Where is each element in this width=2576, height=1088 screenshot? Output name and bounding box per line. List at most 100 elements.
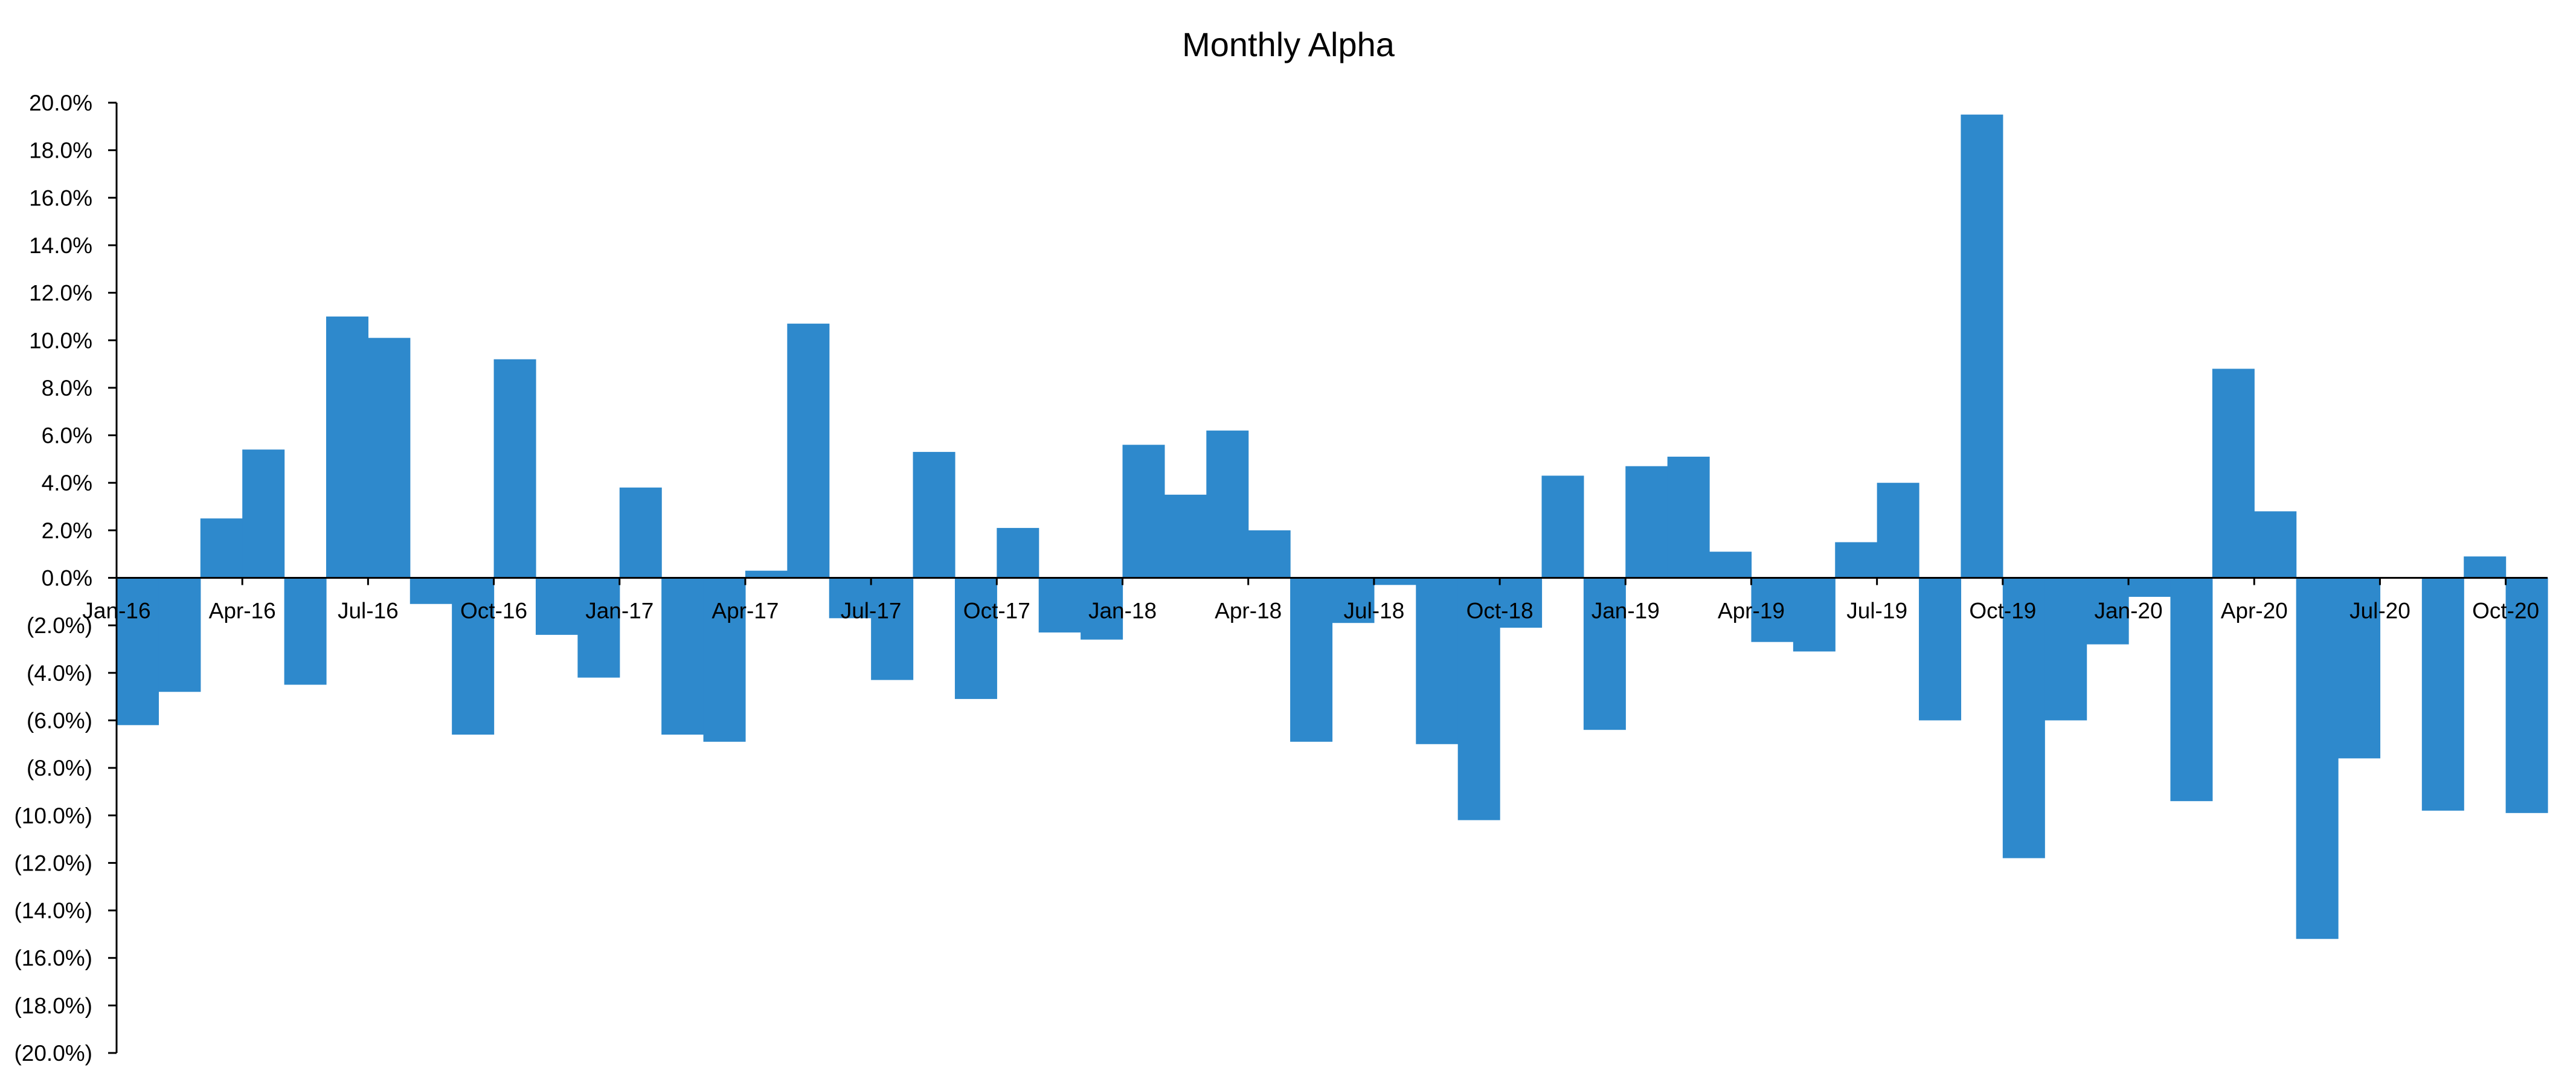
x-tick-label: Oct-16 (460, 599, 527, 623)
bar-dec-19 (2086, 578, 2129, 645)
bar-oct-16 (493, 359, 536, 578)
bar-sep-16 (452, 578, 495, 735)
bar-apr-19 (1751, 578, 1794, 642)
y-tick-label: (4.0%) (27, 661, 92, 686)
x-tick-label: Jan-17 (585, 599, 654, 623)
bar-jul-19 (1877, 483, 1919, 578)
y-tick-label: (2.0%) (27, 613, 92, 638)
bar-may-20 (2296, 578, 2339, 939)
bar-nov-16 (535, 578, 578, 635)
bar-jun-20 (2338, 578, 2381, 759)
bar-nov-18 (1541, 475, 1584, 578)
y-tick-label: 2.0% (42, 518, 92, 543)
x-tick-label: Jan-18 (1088, 599, 1157, 623)
y-tick-label: 8.0% (42, 376, 92, 401)
x-tick-label: Oct-20 (2472, 599, 2539, 623)
y-tick-label: (14.0%) (14, 898, 92, 923)
bar-series (117, 114, 2548, 939)
x-tick-label: Jul-18 (1344, 599, 1405, 623)
y-tick-label: (12.0%) (14, 851, 92, 875)
bar-nov-19 (2044, 578, 2087, 721)
bar-mar-16 (200, 518, 243, 578)
bar-feb-18 (1164, 494, 1207, 578)
bar-jul-18 (1373, 578, 1416, 585)
x-tick-label: Jan-16 (82, 599, 150, 623)
y-tick-label: (18.0%) (14, 993, 92, 1018)
bar-sep-19 (1961, 114, 2003, 578)
y-tick-label: (10.0%) (14, 803, 92, 828)
bar-apr-18 (1248, 530, 1291, 578)
bar-jun-17 (829, 578, 872, 619)
x-axis: Jan-16 Apr-16 Jul-16 Oct-16 Jan-17 Apr-17 Jul-… (82, 577, 2548, 623)
x-tick-label: Jan-19 (1592, 599, 1660, 623)
bar-aug-17 (913, 452, 956, 578)
bar-oct-20 (2505, 578, 2548, 813)
bar-jun-18 (1332, 578, 1375, 623)
bar-feb-20 (2170, 578, 2213, 802)
bar-oct-18 (1500, 578, 1543, 628)
bar-oct-17 (997, 527, 1039, 578)
y-tick-label: (8.0%) (27, 756, 92, 781)
chart-title: Monthly Alpha (1182, 25, 1395, 63)
bar-apr-16 (242, 449, 285, 578)
x-tick-label: Jul-16 (338, 599, 399, 623)
y-tick-label: 16.0% (29, 185, 92, 210)
bar-jan-18 (1122, 445, 1165, 578)
bar-dec-16 (577, 578, 620, 678)
x-tick-label: Apr-16 (209, 599, 276, 623)
y-tick-label: 12.0% (29, 281, 92, 306)
bar-dec-17 (1081, 578, 1123, 640)
bar-apr-17 (745, 570, 788, 578)
bar-mar-20 (2212, 369, 2255, 578)
x-tick-label: Apr-18 (1215, 599, 1282, 623)
bar-sep-20 (2464, 556, 2507, 578)
y-tick-label: (16.0%) (14, 946, 92, 971)
x-tick-label: Apr-19 (1718, 599, 1785, 623)
bar-jun-19 (1835, 542, 1878, 578)
y-axis: 20.0% 18.0% 16.0% 14.0% 12.0% 10.0% 8.0% 6.0% 4.… (14, 91, 118, 1066)
bar-jul-16 (368, 338, 411, 578)
y-tick-label: 20.0% (29, 91, 92, 115)
y-tick-label: (20.0%) (14, 1041, 92, 1066)
y-tick-label: 18.0% (29, 138, 92, 163)
bar-mar-19 (1709, 552, 1752, 578)
bar-feb-16 (158, 578, 201, 692)
bar-mar-18 (1206, 430, 1249, 578)
y-tick-label: (6.0%) (27, 708, 92, 733)
x-tick-label: Jul-20 (2350, 599, 2411, 623)
bar-dec-18 (1583, 578, 1626, 730)
bar-feb-17 (661, 578, 704, 735)
bar-may-16 (284, 578, 327, 685)
y-tick-label: 10.0% (29, 328, 92, 353)
y-tick-label: 14.0% (29, 233, 92, 258)
bar-feb-19 (1667, 456, 1710, 578)
x-tick-label: Jul-17 (841, 599, 902, 623)
y-tick-label: 6.0% (42, 423, 92, 448)
x-tick-label: Oct-18 (1466, 599, 1534, 623)
bar-may-17 (787, 323, 830, 578)
bar-aug-20 (2421, 578, 2464, 811)
x-tick-label: Jul-19 (1846, 599, 1907, 623)
bar-sep-17 (954, 578, 997, 700)
x-tick-label: Jan-20 (2094, 599, 2162, 623)
bar-may-18 (1290, 578, 1333, 742)
x-tick-label: Oct-17 (963, 599, 1030, 623)
bar-may-19 (1793, 578, 1836, 652)
bar-oct-19 (2002, 578, 2045, 858)
bar-aug-18 (1416, 578, 1459, 744)
bar-jan-16 (117, 578, 159, 726)
x-tick-label: Apr-20 (2221, 599, 2288, 623)
bar-jun-16 (326, 316, 368, 578)
bar-apr-20 (2254, 511, 2297, 578)
x-tick-label: Oct-19 (1969, 599, 2036, 623)
bar-jan-19 (1625, 466, 1668, 578)
y-tick-label: 0.0% (42, 566, 92, 591)
bar-jan-17 (619, 488, 662, 578)
bar-sep-18 (1457, 578, 1500, 820)
x-tick-label: Apr-17 (711, 599, 779, 623)
bar-jan-20 (2128, 578, 2171, 597)
bar-jul-17 (871, 578, 914, 680)
bar-nov-17 (1038, 578, 1081, 633)
